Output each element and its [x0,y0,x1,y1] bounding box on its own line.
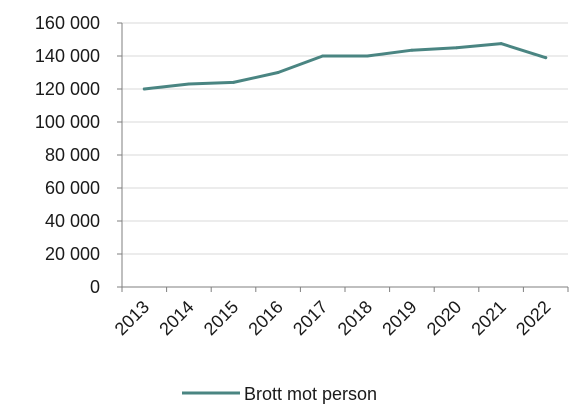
x-tick-label: 2019 [378,297,420,339]
y-tick-label: 40 000 [45,211,100,231]
x-tick-label: 2021 [467,297,509,339]
y-axis-tick-labels: 0 20 000 40 000 60 000 80 000 100 000 120 000 1… [35,13,100,297]
y-tick-label: 160 000 [35,13,100,33]
legend-label: Brott mot person [244,384,377,404]
gridlines [122,22,568,255]
y-tick-label: 100 000 [35,112,100,132]
y-tick-label: 60 000 [45,178,100,198]
y-tick-label: 120 000 [35,79,100,99]
data-point [365,54,369,58]
x-tick-label: 2015 [200,297,242,339]
x-tick-label: 2016 [244,297,286,339]
axes [117,22,569,292]
y-tick-label: 80 000 [45,145,100,165]
x-tick-label: 2018 [334,297,376,339]
x-tick-label: 2014 [155,297,197,339]
y-tick-label: 140 000 [35,46,100,66]
x-axis-tick-labels: 2013 2014 2015 2016 2017 2018 2019 2020 2021 2022 [111,297,555,339]
data-point [499,42,503,46]
data-point [232,80,235,84]
data-point [410,48,414,52]
data-point [455,46,458,50]
data-point [187,82,191,86]
x-tick-label: 2022 [512,297,554,339]
data-point [321,54,325,58]
data-point [142,87,146,91]
series-line [142,42,548,91]
series-lines [142,42,548,91]
legend: Brott mot person [182,384,377,404]
data-point [544,56,548,60]
x-tick-label: 2020 [423,297,465,339]
x-tick-label: 2017 [289,297,331,339]
x-tick-label: 2013 [111,297,153,339]
y-tick-label: 0 [90,277,100,297]
data-point [276,71,280,74]
y-tick-label: 20 000 [45,244,100,264]
